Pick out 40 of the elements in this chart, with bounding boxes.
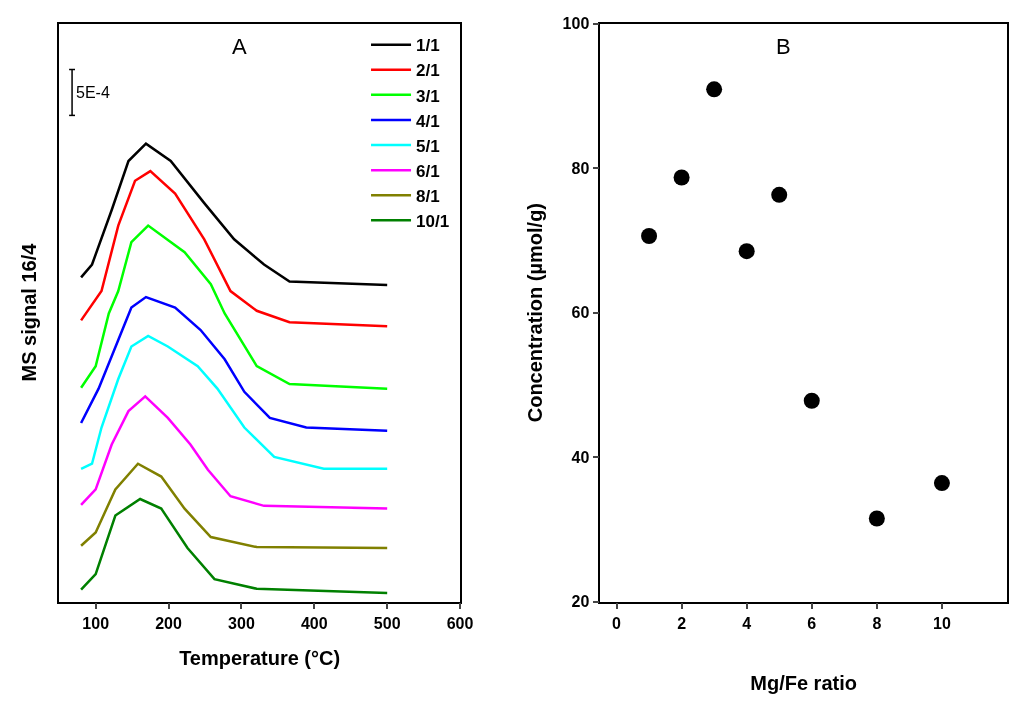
- point: [933, 475, 950, 492]
- x-tick-label: 400: [300, 614, 328, 632]
- x-tick-label: 600: [446, 614, 474, 632]
- x-tick-label: 8: [872, 614, 882, 632]
- y-tick-label: 100: [562, 15, 590, 33]
- x-tick-label: 0: [612, 614, 622, 632]
- y-tick-label: 20: [571, 593, 590, 611]
- x-tick-label: 500: [373, 614, 401, 632]
- y-axis-title: Concentration (µmol/g): [523, 202, 546, 423]
- y-tick-label: 40: [571, 448, 590, 466]
- legend-label: 10/1: [416, 212, 450, 231]
- legend-label: 2/1: [416, 61, 440, 81]
- y-axis-title: MS signal 16/4: [18, 242, 41, 382]
- x-tick-label: 200: [155, 614, 182, 632]
- legend-label: 3/1: [416, 86, 440, 106]
- point: [738, 243, 755, 260]
- legend-label: 5/1: [416, 136, 440, 156]
- x-tick-label: 6: [807, 614, 817, 632]
- text: 5E-4: [76, 84, 110, 101]
- legend-label: 4/1: [416, 111, 440, 131]
- legend-label: 8/1: [416, 186, 440, 206]
- y-tick-label: 60: [571, 304, 590, 322]
- text: B: [776, 34, 791, 59]
- point: [771, 186, 788, 203]
- x-tick-label: 300: [228, 614, 255, 632]
- point: [706, 81, 723, 98]
- chart-title: A: [232, 34, 247, 59]
- point: [673, 169, 690, 186]
- x-axis-title: Temperature (°C): [179, 646, 341, 669]
- x-axis-title: Mg/Fe ratio: [750, 671, 857, 694]
- point: [641, 228, 658, 245]
- x-tick-label: 4: [742, 614, 752, 632]
- legend-label: 6/1: [416, 161, 440, 181]
- y-tick-label: 80: [571, 159, 590, 177]
- x-tick-label: 100: [82, 614, 110, 632]
- x-tick-label: 10: [933, 614, 951, 632]
- point: [868, 510, 885, 527]
- legend-label: 1/1: [416, 36, 440, 56]
- x-tick-label: 2: [677, 614, 687, 632]
- point: [803, 392, 820, 409]
